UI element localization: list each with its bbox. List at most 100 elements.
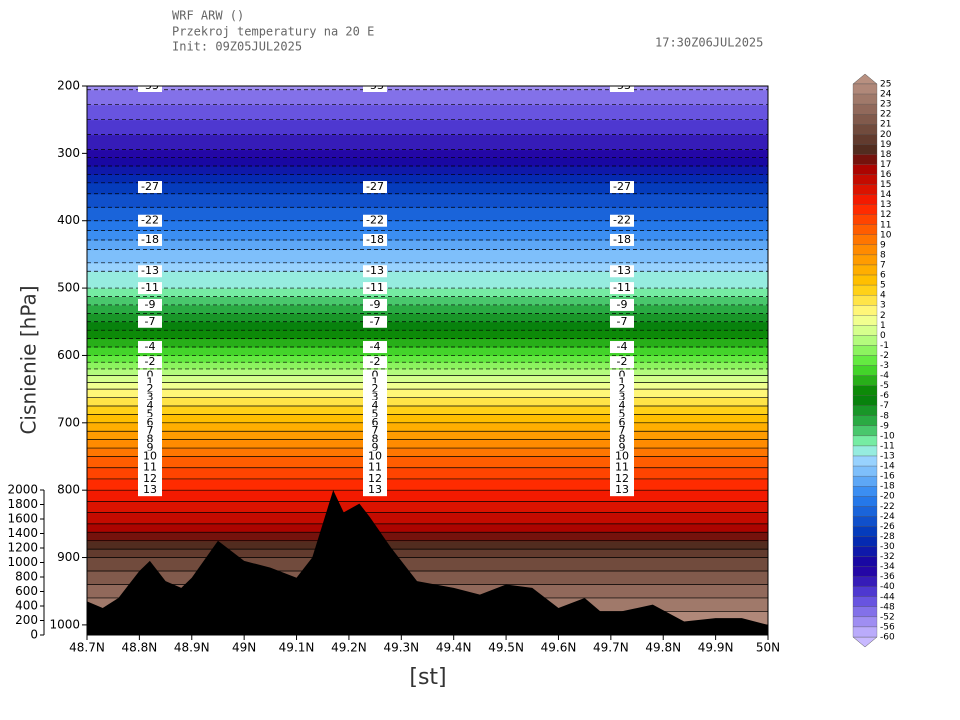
- colorbar-label: 1: [880, 321, 886, 331]
- contour-label-bg: [138, 472, 162, 485]
- x-tick-label: 49.3N: [383, 641, 419, 655]
- colorbar-label: -56: [880, 622, 895, 632]
- colorbar-label: 23: [880, 100, 891, 110]
- contour-label: -13: [613, 264, 631, 277]
- contour-label-bg: [363, 86, 387, 92]
- temperature-band: [87, 304, 768, 314]
- colorbar-label: -14: [880, 462, 895, 472]
- colorbar-label: -2: [880, 351, 889, 361]
- temperature-band: [87, 182, 768, 195]
- temperature-band: [87, 490, 768, 502]
- contour-label: 5: [619, 407, 626, 420]
- colorbar-label: -52: [880, 612, 895, 622]
- contour-label-bg: [363, 181, 387, 194]
- contour-label-bg: [138, 450, 162, 463]
- temperature-band: [87, 532, 768, 542]
- contour-label-bg: [138, 461, 162, 474]
- contour-label: 9: [147, 441, 154, 454]
- colorbar-label: 12: [880, 210, 891, 220]
- title: WRF ARW (): [172, 9, 244, 23]
- contour-label: 4: [619, 399, 626, 412]
- colorbar-label: -28: [880, 532, 895, 542]
- colorbar-box: [852, 164, 878, 175]
- colorbar-label: -40: [880, 582, 895, 592]
- contour-label: 1: [147, 375, 154, 388]
- colorbar-label: 15: [880, 180, 891, 190]
- contour-label: -18: [366, 233, 384, 246]
- colorbar-label: -5: [880, 381, 889, 391]
- contour-label: 6: [372, 416, 379, 429]
- colorbar-label: -8: [880, 411, 889, 421]
- colorbar-box: [852, 154, 878, 165]
- y-tick-label: 900: [57, 550, 80, 564]
- contour-label: -11: [366, 281, 384, 294]
- contour-label: -13: [141, 264, 159, 277]
- contour-label: 6: [619, 416, 626, 429]
- contour-label: 9: [372, 441, 379, 454]
- temperature-band: [87, 414, 768, 424]
- colorbar-box: [852, 566, 878, 577]
- colorbar-label: 5: [880, 281, 886, 291]
- temperature-band: [87, 448, 768, 457]
- colorbar-box: [852, 355, 878, 366]
- colorbar-box: [852, 556, 878, 567]
- contour-label-bg: [610, 265, 634, 278]
- colorbar-box: [852, 325, 878, 336]
- temperature-band: [87, 230, 768, 241]
- x-tick-label: 49N: [232, 641, 256, 655]
- colorbar-box: [852, 526, 878, 537]
- contour-label: 6: [147, 416, 154, 429]
- colorbar-box: [852, 405, 878, 416]
- contour-label: -2: [145, 355, 156, 368]
- colorbar-box: [852, 496, 878, 507]
- contour-label-bg: [138, 181, 162, 194]
- contour-label-bg: [610, 86, 634, 92]
- colorbar-box: [852, 626, 878, 638]
- colorbar-label: -32: [880, 552, 895, 562]
- colorbar-box: [852, 114, 878, 125]
- x-tick-label: 49.5N: [488, 641, 524, 655]
- colorbar-label: 0: [880, 331, 886, 341]
- contour-label: -53: [366, 79, 384, 92]
- colorbar-box: [852, 144, 878, 155]
- y-tick-label: 500: [57, 281, 80, 295]
- colorbar-box: [852, 455, 878, 467]
- contour-label: -9: [370, 298, 381, 311]
- colorbar-label: 24: [880, 90, 892, 100]
- colorbar-label: 8: [880, 250, 886, 260]
- colorbar-label: -30: [880, 542, 895, 552]
- temperature-band: [87, 512, 768, 525]
- contour-label-bg: [363, 450, 387, 463]
- temperature-band: [87, 557, 768, 572]
- contour-label-bg: [610, 341, 634, 354]
- contour-label-bg: [610, 181, 634, 194]
- x-tick-label: 49.8N: [645, 641, 681, 655]
- contour-label-bg: [363, 214, 387, 227]
- colorbar-box: [852, 576, 878, 587]
- colorbar-box: [852, 395, 878, 406]
- colorbar-label: 7: [880, 260, 886, 270]
- contour-label: 10: [143, 449, 157, 462]
- colorbar-label: 19: [880, 140, 892, 150]
- colorbar-label: 14: [880, 190, 892, 200]
- contour-label: 8: [619, 433, 626, 446]
- colorbar-label: -13: [880, 452, 895, 462]
- y2-tick-label: 1600: [7, 512, 38, 526]
- contour-label-bg: [363, 484, 387, 497]
- temperature-band: [87, 157, 768, 167]
- colorbar-box: [852, 204, 878, 215]
- temperature-band: [87, 382, 768, 390]
- colorbar-label: 11: [880, 220, 891, 230]
- temperature-band: [87, 104, 768, 121]
- temperature-band: [87, 207, 768, 222]
- colorbar-box: [852, 224, 878, 235]
- colorbar-label: 25: [880, 80, 891, 90]
- contour-label: 11: [143, 461, 157, 474]
- contour-label: 3: [372, 391, 379, 404]
- y-tick-label: 800: [57, 483, 80, 497]
- contour-label: -22: [613, 214, 631, 227]
- contour-label: 1: [372, 375, 379, 388]
- colorbar-label: -18: [880, 482, 895, 492]
- contour-label: -4: [617, 340, 628, 353]
- colorbar-label: 17: [880, 160, 891, 170]
